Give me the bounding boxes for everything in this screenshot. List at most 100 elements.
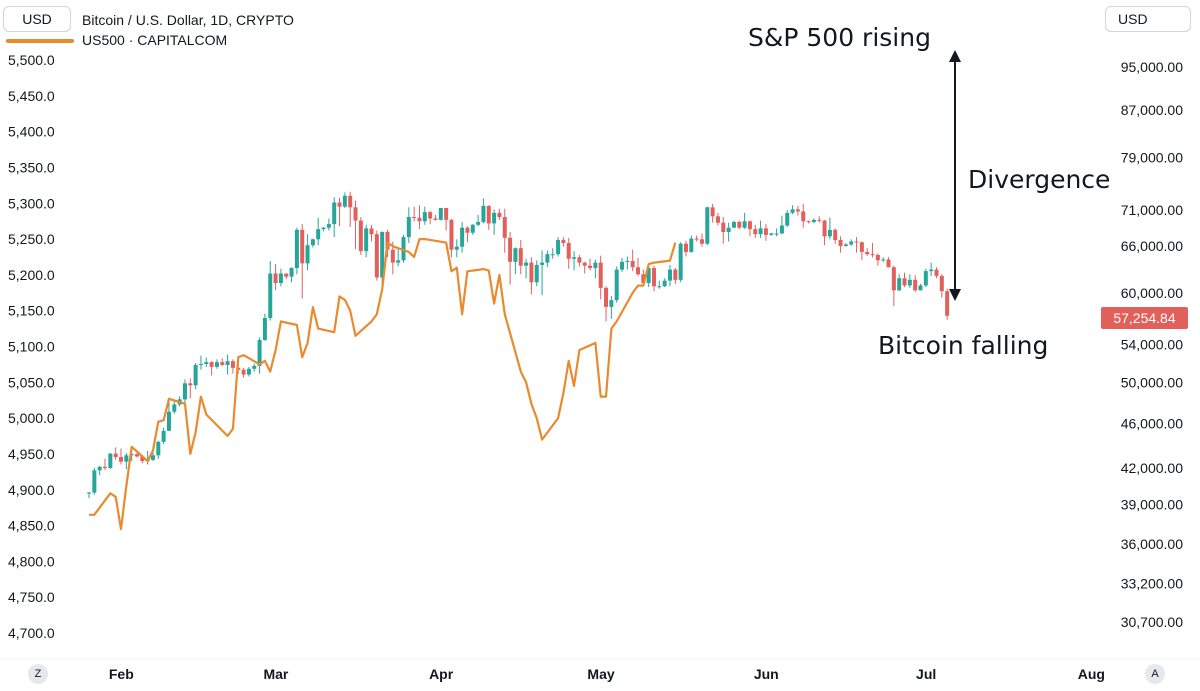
- candle-body: [811, 219, 816, 222]
- candle-body: [934, 269, 939, 276]
- candle-body: [508, 237, 513, 262]
- candle-body: [945, 291, 950, 316]
- candle-body: [444, 207, 449, 220]
- candle-body: [321, 227, 326, 230]
- candle-body: [758, 228, 763, 235]
- candle-body: [108, 453, 113, 469]
- candle-body: [683, 243, 688, 252]
- candle-body: [278, 273, 283, 284]
- candle-body: [662, 280, 667, 287]
- candle-body: [715, 216, 720, 223]
- candle-body: [556, 240, 561, 255]
- left-tick-label: 4,700.0: [8, 625, 55, 641]
- candle-body: [699, 239, 704, 244]
- right-tick-label: 54,000.00: [1121, 337, 1183, 353]
- candle-body: [113, 453, 118, 458]
- candle-body: [204, 362, 209, 365]
- candle-body: [609, 300, 614, 307]
- right-tick-label: 36,000.00: [1121, 536, 1183, 552]
- candle-body: [332, 202, 337, 225]
- candle-body: [449, 219, 454, 250]
- candle-body: [300, 229, 305, 264]
- legend-compare-series[interactable]: US500 · CAPITALCOM: [82, 32, 228, 48]
- candle-body: [886, 259, 891, 268]
- candle-body: [198, 364, 203, 366]
- candle-body: [246, 368, 251, 375]
- x-axis: Feb Mar Apr May Jun Jul Aug: [0, 658, 1200, 682]
- candle-body: [417, 217, 422, 222]
- left-tick-label: 5,350.0: [8, 159, 55, 175]
- x-tick-label: Jul: [916, 666, 936, 682]
- candle-body: [806, 221, 811, 223]
- candle-body: [630, 261, 635, 268]
- candle-body: [689, 238, 694, 252]
- candle-body: [182, 383, 187, 400]
- candle-body: [262, 317, 267, 341]
- left-tick-label: 5,150.0: [8, 303, 55, 319]
- x-tick-label: May: [587, 666, 614, 682]
- candle-body: [225, 361, 230, 365]
- candle-body: [929, 269, 934, 272]
- candle-body: [268, 273, 273, 318]
- candle-body: [172, 404, 177, 412]
- candle-body: [534, 264, 539, 283]
- candle-body: [614, 269, 619, 301]
- left-tick-label: 5,300.0: [8, 195, 55, 211]
- candle-body: [134, 454, 139, 457]
- left-tick-label: 5,050.0: [8, 374, 55, 390]
- right-price-axis[interactable]: 95,000.00 87,000.00 79,000.00 71,000.00 66,0…: [1121, 59, 1183, 630]
- candle-body: [833, 229, 838, 241]
- candle-body: [667, 269, 672, 281]
- candle-body: [502, 217, 507, 238]
- candle-body: [513, 248, 518, 262]
- compare-series-swatch: [6, 39, 74, 43]
- candle-body: [838, 240, 843, 246]
- candle-body: [859, 242, 864, 252]
- candle-body: [454, 246, 459, 250]
- auto-scale-a-button[interactable]: A: [1145, 664, 1165, 684]
- candle-body: [742, 221, 747, 228]
- candle-body: [598, 262, 603, 288]
- candle-body: [476, 221, 481, 225]
- candle-body: [252, 365, 257, 369]
- last-price-label: 57,254.84: [1113, 310, 1176, 326]
- candle-body: [460, 227, 465, 247]
- candle-body: [124, 455, 129, 462]
- right-tick-label: 60,000.00: [1121, 285, 1183, 301]
- candle-body: [150, 455, 155, 460]
- candle-body: [358, 220, 363, 252]
- candle-body: [923, 271, 928, 286]
- candle-body: [390, 249, 395, 263]
- candle-body: [561, 240, 566, 243]
- candle-body: [310, 239, 315, 246]
- candle-body: [470, 224, 475, 233]
- auto-scale-z-button[interactable]: Z: [28, 664, 48, 684]
- candle-body: [119, 457, 123, 462]
- candle-body: [305, 245, 310, 264]
- candle-body: [524, 262, 529, 266]
- last-price-badge: 57,254.84: [1101, 307, 1188, 329]
- candle-body: [364, 228, 369, 252]
- candle-body: [817, 219, 822, 221]
- candle-body: [891, 267, 896, 291]
- candle-body: [801, 211, 806, 222]
- candle-body: [939, 275, 944, 292]
- left-tick-label: 4,900.0: [8, 482, 55, 498]
- candle-body: [92, 470, 97, 493]
- candle-body: [795, 209, 800, 212]
- legend-main-series[interactable]: Bitcoin / U.S. Dollar, 1D, CRYPTO: [82, 12, 294, 28]
- right-tick-label: 30,700.00: [1121, 614, 1183, 630]
- left-tick-label: 5,250.0: [8, 231, 55, 247]
- candle-body: [465, 227, 470, 233]
- candle-body: [870, 254, 875, 256]
- left-price-axis[interactable]: 5,500.0 5,450.0 5,400.0 5,350.0 5,300.0 5,250…: [8, 52, 55, 641]
- candle-body: [289, 268, 294, 277]
- left-currency-scale-button[interactable]: USD: [3, 6, 71, 32]
- right-currency-scale-button[interactable]: USD: [1105, 6, 1191, 32]
- candle-body: [566, 242, 571, 259]
- left-tick-label: 5,450.0: [8, 88, 55, 104]
- candle-body: [620, 261, 625, 270]
- left-tick-label: 5,000.0: [8, 410, 55, 426]
- candle-body: [396, 260, 401, 263]
